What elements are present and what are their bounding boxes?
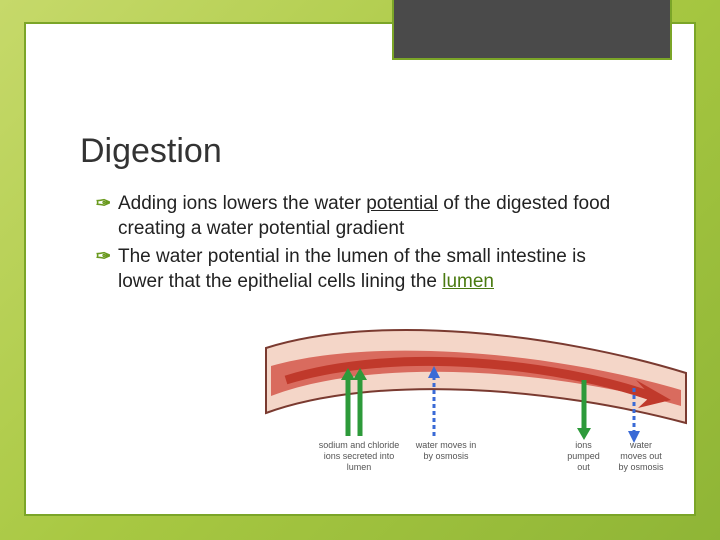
bullet-list: ✑ Adding ions lowers the water potential… bbox=[96, 192, 634, 299]
label-water-out: water moves out by osmosis bbox=[611, 440, 671, 472]
bullet-pre: The water potential in the lumen of the … bbox=[118, 246, 586, 292]
slide-title: Digestion bbox=[80, 132, 222, 171]
intestine-diagram: sodium and chloride ions secreted into l… bbox=[256, 318, 696, 478]
bullet-text: The water potential in the lumen of the … bbox=[118, 245, 634, 294]
list-item: ✑ The water potential in the lumen of th… bbox=[96, 245, 634, 294]
list-item: ✑ Adding ions lowers the water potential… bbox=[96, 192, 634, 241]
arrow-water-in bbox=[428, 366, 440, 436]
slide-frame: Digestion ✑ Adding ions lowers the water… bbox=[24, 22, 696, 516]
label-ions-in: sodium and chloride ions secreted into l… bbox=[314, 440, 404, 472]
bullet-pre: Adding ions lowers the water bbox=[118, 193, 366, 214]
label-ions-out: ions pumped out bbox=[556, 440, 611, 472]
bullet-icon: ✑ bbox=[96, 245, 118, 294]
label-water-in: water moves in by osmosis bbox=[406, 440, 486, 462]
bullet-icon: ✑ bbox=[96, 192, 118, 241]
header-accent-box bbox=[392, 0, 672, 60]
bullet-underline: potential bbox=[366, 193, 438, 214]
bullet-underline: lumen bbox=[442, 271, 494, 292]
bullet-text: Adding ions lowers the water potential o… bbox=[118, 192, 634, 241]
